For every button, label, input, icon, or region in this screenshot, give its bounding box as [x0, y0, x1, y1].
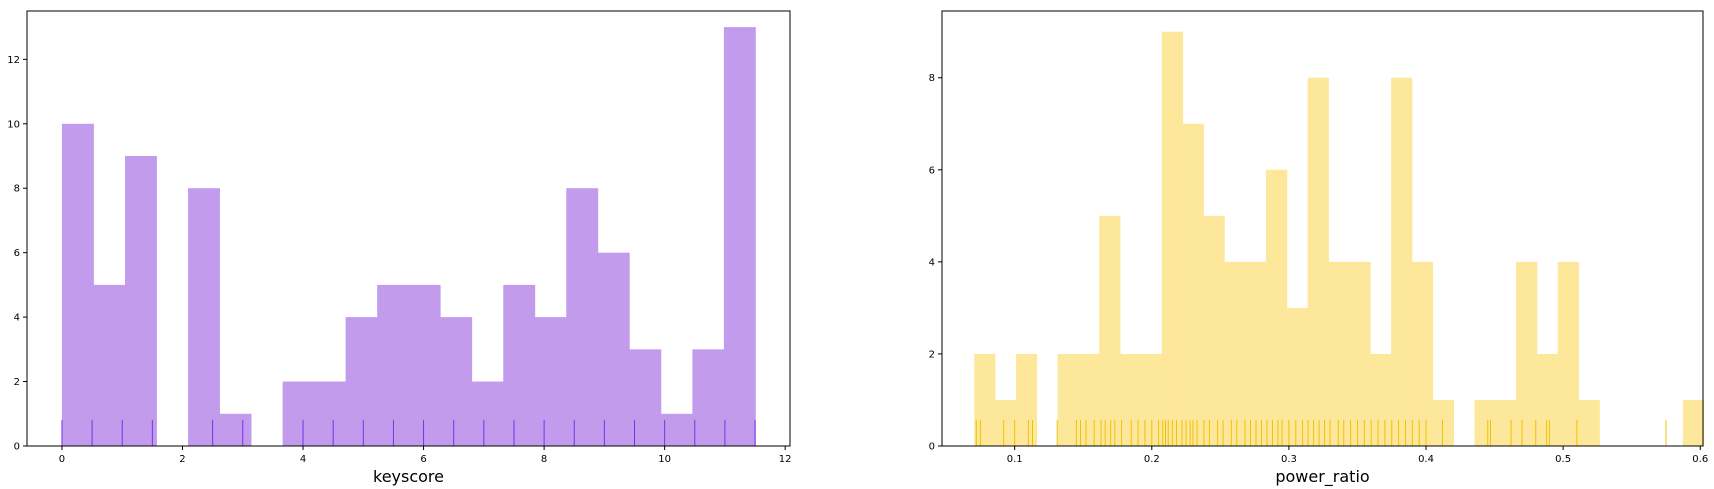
y-tick-label: 0	[14, 442, 20, 453]
histogram-bar	[1349, 261, 1371, 446]
histogram-bar	[1682, 399, 1705, 446]
x-tick-label: 0.6	[1692, 454, 1708, 465]
plot-frame	[941, 10, 1704, 447]
x-tick-label: 2	[179, 454, 185, 465]
power-ratio-histogram-panel: 0.1 0.2 0.3 0.4 0.5 0.6 0 2 4 6 8 power_ratio	[929, 10, 1708, 487]
histogram-bar	[471, 381, 504, 446]
histogram-bar	[124, 156, 157, 446]
histogram-bar	[1245, 261, 1267, 446]
y-tick-label: 2	[929, 349, 935, 360]
histogram-bar	[219, 413, 252, 446]
histogram-bar	[1182, 123, 1204, 447]
y-tick-label: 4	[929, 257, 935, 268]
keyscore-histogram-panel: 0 2 4 6 8 10 12 0 2 4 6 8 10 12 keyscore	[7, 10, 792, 486]
histogram-bar	[723, 27, 756, 446]
x-axis-label: keyscore	[373, 467, 444, 486]
histogram-bar	[503, 284, 536, 446]
histogram-bar	[566, 188, 599, 446]
histogram-bar	[1161, 31, 1184, 446]
histogram-bar	[995, 399, 1017, 446]
histogram-bar	[1391, 77, 1413, 446]
y-tick-label: 6	[929, 165, 935, 176]
histogram-bar	[1203, 215, 1225, 446]
histogram-bar	[1266, 169, 1288, 447]
histogram-bar	[93, 284, 126, 446]
x-tick-label: 8	[541, 454, 547, 465]
histogram-bar	[1224, 261, 1246, 446]
y-tick-label: 8	[14, 184, 20, 195]
x-tick-label: 0.2	[1144, 454, 1160, 465]
histogram-bar	[1307, 77, 1329, 446]
histogram-bar	[660, 413, 693, 446]
x-tick-label: 0.3	[1281, 454, 1297, 465]
y-tick-label: 8	[929, 73, 935, 84]
histogram-bar	[408, 284, 441, 446]
histogram-bar	[61, 123, 94, 447]
histogram-bar	[974, 353, 996, 446]
x-axis-label: power_ratio	[1275, 467, 1369, 487]
histogram-bar	[1078, 353, 1100, 446]
histogram-bar	[314, 381, 347, 446]
histogram-bar	[282, 381, 315, 446]
x-tick-label: 0	[59, 454, 65, 465]
histogram-bar	[1370, 353, 1392, 446]
histogram-bar	[1516, 261, 1538, 446]
x-tick-label: 12	[779, 454, 792, 465]
histogram-bar	[1557, 261, 1580, 446]
x-tick-label: 6	[420, 454, 426, 465]
histogram-bar	[1140, 353, 1163, 446]
histogram-bar	[1057, 353, 1079, 446]
plot-frame	[26, 10, 791, 447]
histogram-bar	[188, 188, 220, 446]
histogram-bar	[345, 317, 378, 446]
histogram-bar	[1328, 261, 1350, 446]
histogram-bar	[1536, 353, 1559, 446]
y-tick-label: 0	[929, 442, 935, 453]
histogram-bar	[1578, 399, 1600, 446]
y-tick-label: 10	[7, 119, 20, 130]
histogram-bar	[534, 317, 567, 446]
histogram-bar	[1015, 353, 1038, 446]
histogram-bar	[1411, 261, 1434, 446]
x-tick-label: 0.4	[1418, 454, 1434, 465]
histogram-bar	[597, 252, 630, 446]
y-tick-label: 12	[7, 55, 20, 66]
histogram-bar	[692, 349, 725, 446]
x-tick-label: 4	[300, 454, 306, 465]
histogram-bar	[1286, 307, 1309, 446]
histogram-bar	[1474, 399, 1496, 446]
histogram-bar	[1099, 215, 1121, 446]
histogram-bar	[1495, 399, 1517, 446]
histogram-bar	[1120, 353, 1142, 446]
histogram-bar	[377, 284, 410, 446]
histogram-bar	[1432, 399, 1454, 446]
x-tick-label: 0.1	[1007, 454, 1023, 465]
x-tick-label: 0.5	[1555, 454, 1571, 465]
y-tick-label: 4	[14, 313, 20, 324]
histogram-bar	[440, 317, 473, 446]
x-tick-label: 10	[658, 454, 671, 465]
y-tick-label: 6	[14, 248, 20, 259]
y-tick-label: 2	[14, 377, 20, 388]
